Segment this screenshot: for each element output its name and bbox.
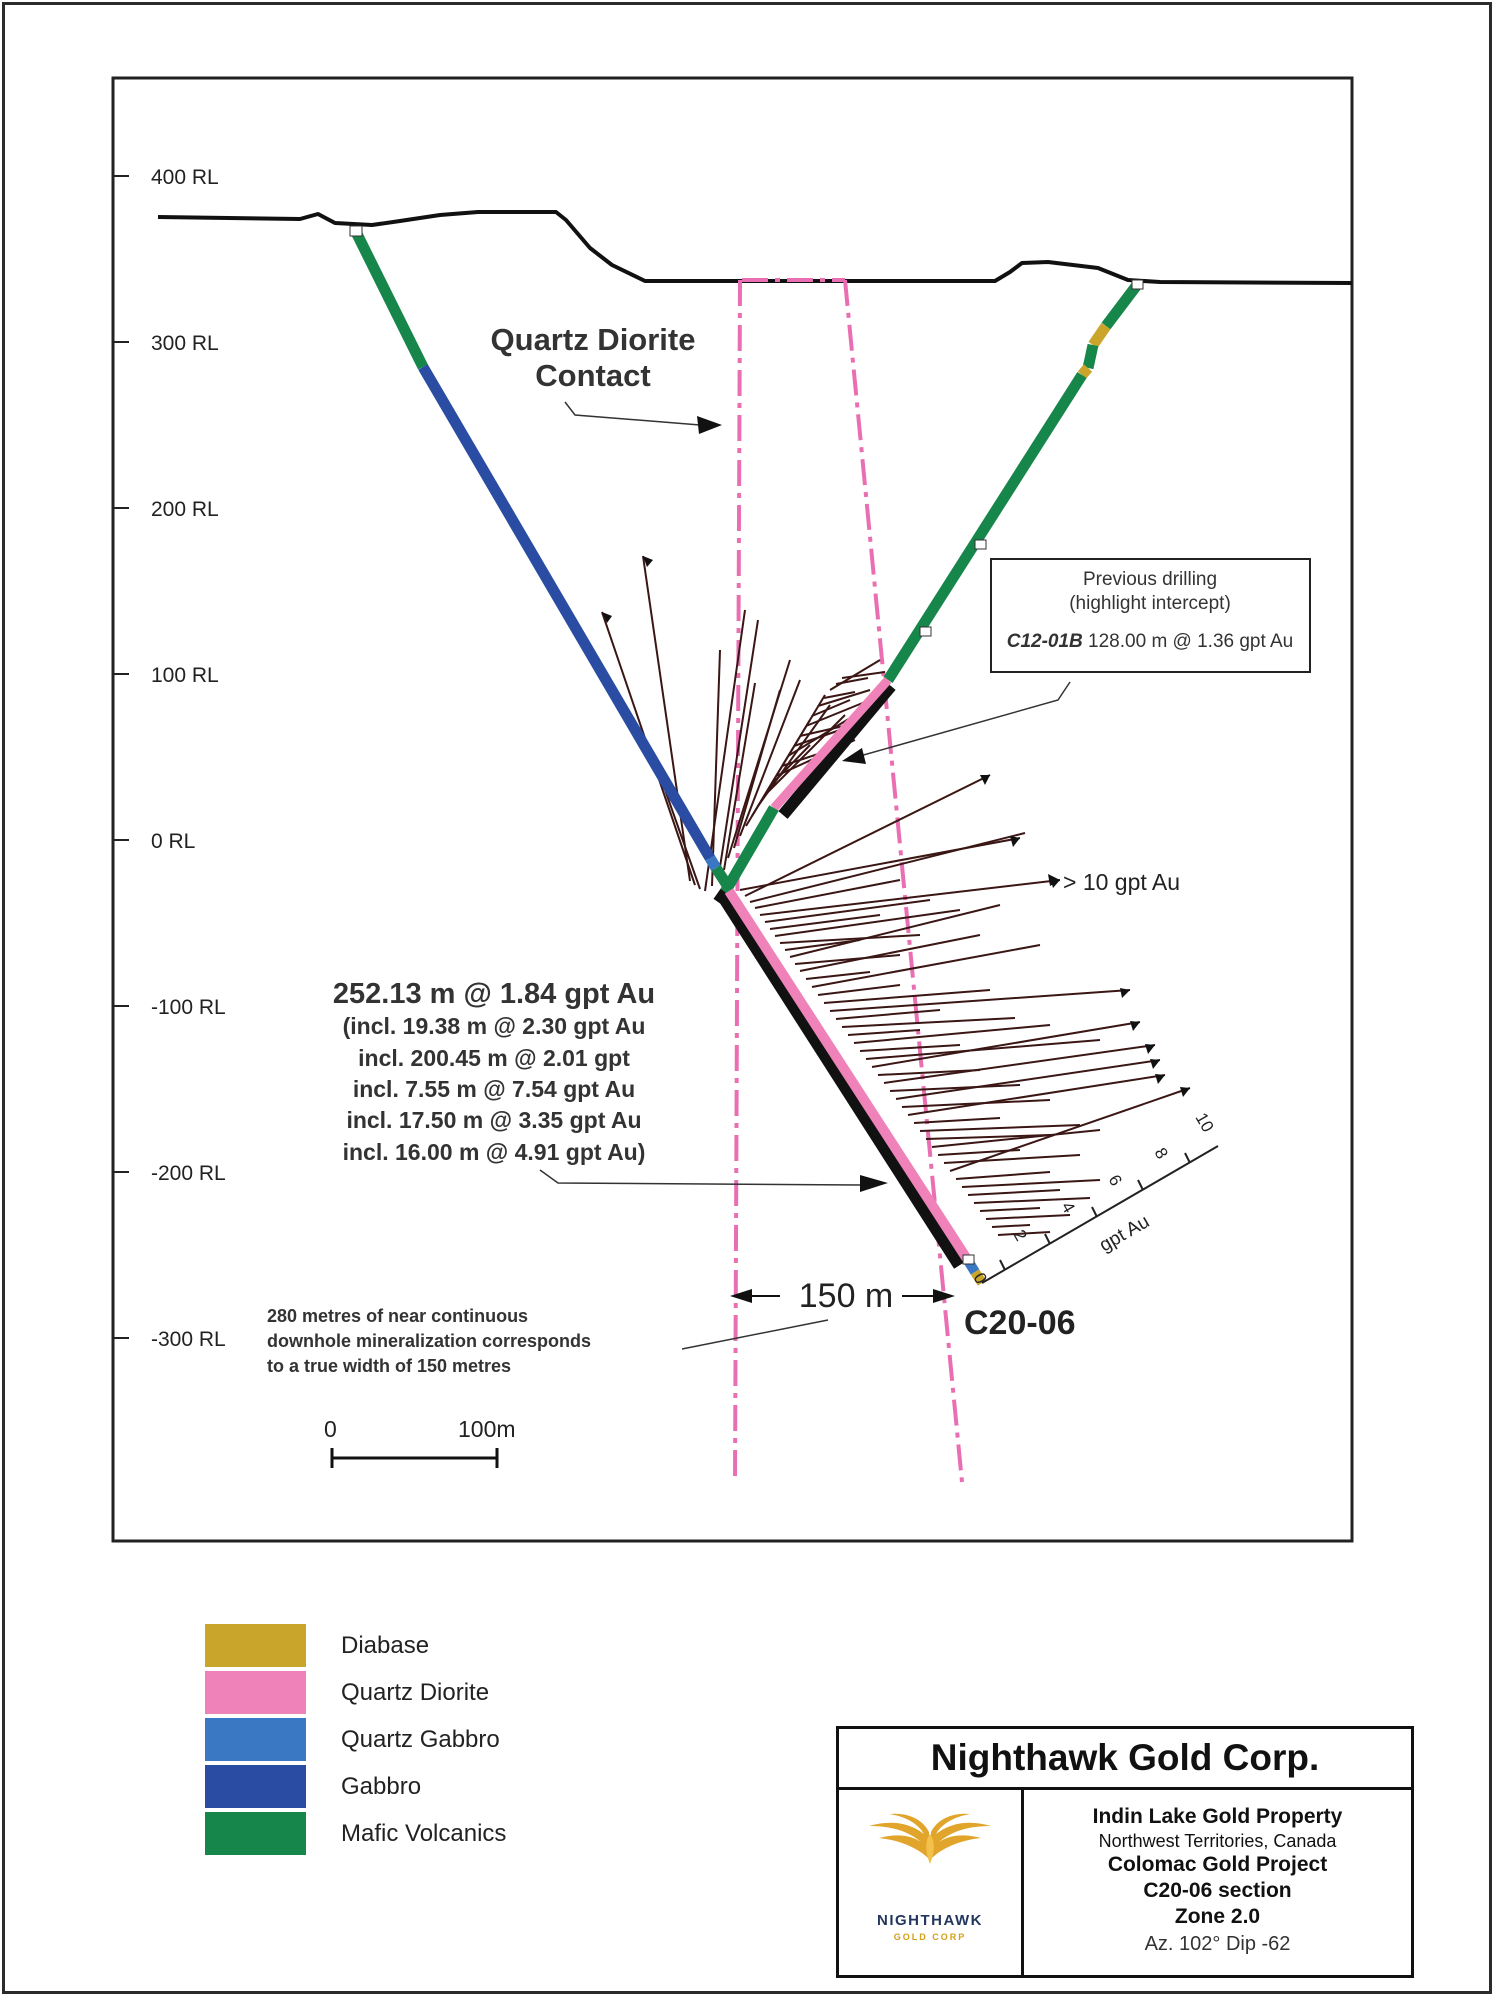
main-assay-bars <box>739 774 1191 1236</box>
contact-callout: Quartz Diorite Contact <box>491 322 722 434</box>
zone-name: Zone 2.0 <box>1174 1905 1261 1928</box>
scale-zero: 0 <box>324 1416 337 1442</box>
legend-item-diabase: Diabase <box>205 1622 625 1669</box>
rl-label: 300 RL <box>151 332 219 355</box>
scale-bar: 0 100m <box>324 1416 516 1468</box>
grade-tick-label: 8 <box>1151 1145 1172 1163</box>
previous-title: Previous drilling <box>1083 569 1217 590</box>
legend-swatch <box>205 1671 306 1714</box>
company-logo: NIGHTHAWK GOLD CORP <box>839 1790 1024 1978</box>
previous-hole-id: C12-01B <box>1007 631 1083 652</box>
drillhole-c20-06-intercept <box>717 888 987 1286</box>
rl-label: -300 RL <box>151 1328 226 1351</box>
main-arrowheads <box>980 775 1190 1097</box>
legend-item-quartz-gabbro: Quartz Gabbro <box>205 1716 625 1763</box>
include-line: incl. 7.55 m @ 7.54 gpt Au <box>353 1076 635 1102</box>
include-line: (incl. 19.38 m @ 2.30 gpt Au <box>343 1013 646 1039</box>
legend-label: Quartz Diorite <box>341 1678 490 1706</box>
scale-end: 100m <box>458 1416 516 1442</box>
rl-label: 0 RL <box>151 830 195 853</box>
note-line: to a true width of 150 metres <box>267 1356 511 1376</box>
hawk-wings-icon <box>869 1813 991 1864</box>
legend-swatch <box>205 1718 306 1761</box>
rl-label: 100 RL <box>151 664 219 687</box>
legend-item-quartz-diorite: Quartz Diorite <box>205 1669 625 1716</box>
width-note: 280 metres of near continuous downhole m… <box>267 1306 829 1376</box>
threshold-callout: > 10 gpt Au <box>1048 869 1180 895</box>
grade-tick-label: 6 <box>1105 1172 1126 1190</box>
note-line: 280 metres of near continuous <box>267 1306 528 1326</box>
rl-label: -200 RL <box>151 1162 226 1185</box>
section-name: C20-06 section <box>1143 1879 1292 1902</box>
contact-label-line2: Contact <box>535 358 650 393</box>
grade-tick-label: 2 <box>1010 1227 1031 1245</box>
project-info: Indin Lake Gold Property Northwest Terri… <box>1024 1790 1411 1978</box>
grade-axis <box>981 1145 1219 1284</box>
grade-tick-label: 4 <box>1058 1199 1079 1217</box>
property-name: Indin Lake Gold Property <box>1092 1805 1343 1828</box>
legend-item-gabbro: Gabbro <box>205 1763 625 1810</box>
grade-tick-label: 10 <box>1192 1110 1218 1136</box>
legend-label: Mafic Volcanics <box>341 1819 507 1847</box>
legend-label: Quartz Gabbro <box>341 1725 500 1753</box>
azimuth-dip: Az. 102° Dip -62 <box>1144 1933 1291 1955</box>
legend-swatch <box>205 1624 306 1667</box>
threshold-label: > 10 gpt Au <box>1063 869 1180 895</box>
main-intercept-callout: 252.13 m @ 1.84 gpt Au (incl. 19.38 m @ … <box>333 978 888 1192</box>
company-name: Nighthawk Gold Corp. <box>839 1729 1411 1790</box>
previous-subtitle: (highlight intercept) <box>1069 593 1231 614</box>
width-label: 150 m <box>799 1277 894 1315</box>
rl-label: -100 RL <box>151 996 226 1019</box>
logo-wordmark: NIGHTHAWK <box>877 1912 983 1929</box>
grade-axis-label: gpt Au <box>1096 1211 1153 1256</box>
previous-assay-bars <box>601 555 886 892</box>
property-location: Northwest Territories, Canada <box>1098 1831 1337 1851</box>
legend-label: Diabase <box>341 1631 430 1659</box>
previous-intercept: 128.00 m @ 1.36 gpt Au <box>1088 631 1293 652</box>
legend-label: Gabbro <box>341 1772 422 1800</box>
logo-subtext: GOLD CORP <box>893 1932 967 1942</box>
include-line: incl. 17.50 m @ 3.35 gpt Au <box>346 1107 641 1133</box>
previous-drilling-callout: Previous drilling (highlight intercept) … <box>842 558 1311 764</box>
rl-axis <box>113 175 129 1339</box>
previous-arrowheads <box>602 556 653 623</box>
map-frame <box>111 76 1354 1543</box>
true-width-dimension: 150 m <box>730 1277 955 1315</box>
title-block: Nighthawk Gold Corp. NIGHTHAWK GOLD CORP… <box>836 1726 1414 1978</box>
svg-text:C12-01B 128.00 m @ 1.36 gpt Au: C12-01B 128.00 m @ 1.36 gpt Au <box>1007 631 1294 652</box>
legend-item-mafic-volcanics: Mafic Volcanics <box>205 1810 625 1857</box>
rl-label: 200 RL <box>151 498 219 521</box>
note-line: downhole mineralization corresponds <box>267 1331 591 1351</box>
include-line: incl. 16.00 m @ 4.91 gpt Au) <box>343 1139 646 1165</box>
topography-line <box>157 210 1353 285</box>
project-name: Colomac Gold Project <box>1107 1853 1328 1876</box>
include-line: incl. 200.45 m @ 2.01 gpt <box>358 1045 630 1071</box>
legend-swatch <box>205 1765 306 1808</box>
legend-swatch <box>205 1812 306 1855</box>
rl-label: 400 RL <box>151 166 219 189</box>
contact-label-line1: Quartz Diorite <box>491 322 696 357</box>
main-intercept: 252.13 m @ 1.84 gpt Au <box>333 978 655 1010</box>
hole-label: C20-06 <box>964 1304 1076 1342</box>
legend: Diabase Quartz Diorite Quartz Gabbro Gab… <box>205 1622 625 1857</box>
